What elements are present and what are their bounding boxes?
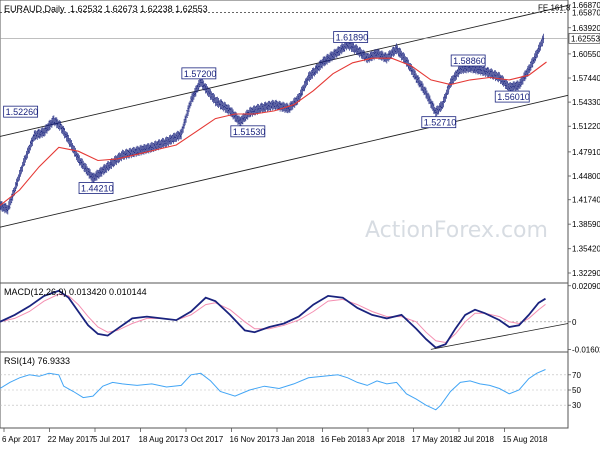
annotation-box [230,125,266,138]
annotation-box [181,67,217,80]
price-y-tick-label: 1.54330 [572,98,600,107]
moving-average-line [0,57,547,206]
macd-line [0,289,546,349]
macd-trendline [430,323,569,350]
price-y-tick-label: 1.32290 [572,269,600,278]
x-tick-label: 3 Oct 2017 [184,435,224,444]
price-y-tick-label: 1.35420 [572,245,600,254]
price-y-tick-label: 1.63920 [572,24,600,33]
rsi-line [0,369,546,411]
x-tick-label: 17 May 2018 [412,435,459,444]
channel-upper-line [0,4,569,137]
macd-y-tick-label: -0.016023 [572,345,600,354]
price-y-tick-label: 1.47910 [572,148,600,157]
price-y-tick-label: 1.60550 [572,50,600,59]
annotation-label: 1.44210 [81,184,114,194]
price-y-tick-label: 1.51220 [572,122,600,131]
annotation-box [421,116,457,129]
price-y-tick-label: 1.66870 [572,1,600,10]
annotation-box [450,54,486,67]
annotation-box [3,105,39,118]
annotation-box [333,31,369,43]
x-tick-label: 18 Aug 2017 [139,435,184,444]
price-y-tick-label: 1.38590 [572,220,600,229]
x-tick-label: 16 Nov 2017 [230,435,276,444]
macd-signal-line [0,293,546,344]
x-tick-label: 22 May 2017 [48,435,95,444]
annotation-label: 1.52710 [424,118,457,128]
watermark: ActionForex.com [365,218,548,243]
x-tick-label: 15 Aug 2018 [503,435,548,444]
price-title-symbol: EURAUD,Daily [4,4,65,14]
annotation-box [78,182,114,194]
macd-layer [0,289,569,350]
price-title-ohlc: 1.62532 1.62673 1.62238 1.62553 [70,4,208,14]
rsi-layer [0,369,568,411]
last-price-label: 1.62553 [571,34,600,43]
price-y-tick-label: 1.41740 [572,196,600,205]
x-tick-label: 3 Jan 2018 [275,435,315,444]
channel-lower-line [0,94,569,228]
annotation-label: 1.58860 [453,56,486,66]
x-tick-label: 6 Apr 2017 [2,435,41,444]
macd-y-tick-label: 0 [572,318,577,327]
fib-value-label: 1.65870 [572,9,600,18]
rsi-y-tick-label: 30 [572,401,581,410]
x-tick-label: 3 Apr 2018 [366,435,405,444]
price-y-tick-label: 1.44800 [572,172,600,181]
rsi-y-tick-label: 50 [572,386,581,395]
annotation-label: 1.51530 [233,127,266,137]
x-tick-label: 2 Jul 2018 [457,435,494,444]
price-chart-title: EURAUD,Daily 1.62532 1.62673 1.62238 1.6… [4,4,208,14]
rsi-y-tick-label: 70 [572,371,581,380]
annotation-label: 1.61890 [336,32,369,42]
price-y-tick-label: 1.57440 [572,74,600,83]
fib-label: FE 161.8 [538,4,571,13]
last-price-tag [568,33,600,44]
annotation-label: 1.52260 [6,107,39,117]
rsi-title: RSI(14) 76.9333 [4,356,70,366]
price-layer: FE 161.8 1.52260 1.44210 1.57200 1.51530 1.61… [0,4,571,228]
macd-y-tick-label: 0.020904 [572,282,600,291]
x-tick-label: 16 Feb 2018 [321,435,366,444]
annotation-label: 1.57200 [184,69,217,79]
annotation-label: 1.56010 [497,92,530,102]
macd-title: MACD(12,26,9) 0.013420 0.010144 [4,287,147,297]
annotation-box [494,90,530,103]
x-tick-label: 5 Jul 2017 [93,435,130,444]
